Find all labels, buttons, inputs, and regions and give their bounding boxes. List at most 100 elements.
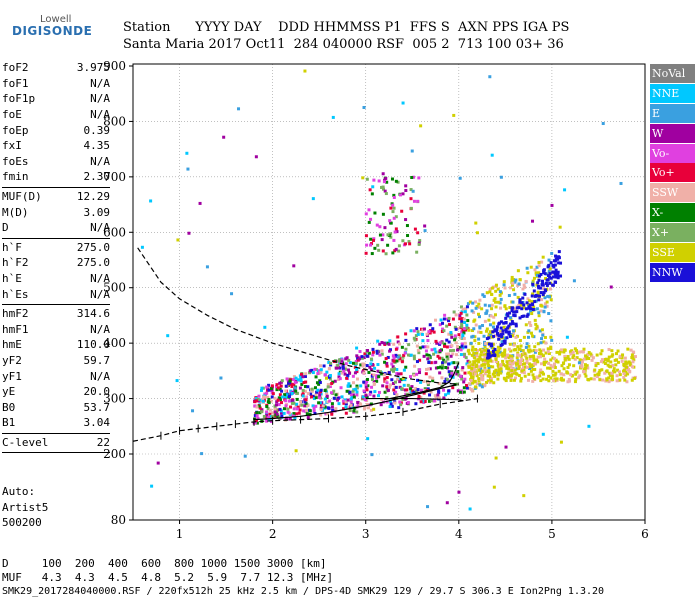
echo-point bbox=[363, 398, 367, 402]
legend-item: E bbox=[650, 103, 695, 123]
echo-point bbox=[527, 344, 531, 348]
echo-point bbox=[450, 371, 454, 375]
echo-point bbox=[445, 338, 449, 342]
echo-point bbox=[327, 360, 331, 364]
echo-point bbox=[432, 330, 436, 334]
echo-point bbox=[543, 335, 547, 339]
echo-point bbox=[440, 330, 444, 334]
echo-point bbox=[267, 398, 271, 402]
echo-point bbox=[541, 377, 545, 381]
echo-point bbox=[344, 400, 348, 404]
echo-point bbox=[319, 371, 323, 375]
echo-point bbox=[520, 349, 524, 353]
echo-point bbox=[408, 385, 412, 389]
echo-point bbox=[625, 380, 629, 384]
echo-point bbox=[505, 364, 509, 368]
echo-point bbox=[574, 372, 578, 376]
param-value: N/A bbox=[90, 108, 110, 122]
echo-point bbox=[531, 300, 535, 304]
echo-point bbox=[493, 347, 497, 351]
echo-point bbox=[417, 351, 421, 355]
param-name: yF1 bbox=[2, 369, 22, 383]
echo-point bbox=[253, 414, 257, 418]
echo-point bbox=[554, 254, 558, 258]
echo-point bbox=[528, 299, 532, 303]
echo-point bbox=[538, 274, 542, 278]
echo-point bbox=[577, 376, 581, 380]
echo-point bbox=[332, 396, 336, 400]
echo-point bbox=[412, 374, 416, 378]
echo-point bbox=[542, 271, 546, 275]
echo-point bbox=[507, 354, 511, 358]
echo-point bbox=[554, 358, 558, 362]
echo-point bbox=[547, 258, 551, 262]
echo-point bbox=[271, 392, 275, 396]
echo-point bbox=[533, 268, 537, 272]
echo-point bbox=[271, 415, 275, 418]
param-name: yE bbox=[2, 385, 16, 399]
echo-point bbox=[326, 412, 330, 416]
echo-point bbox=[394, 179, 398, 183]
echo-point bbox=[513, 368, 517, 372]
echo-point bbox=[392, 195, 396, 199]
echo-point bbox=[390, 404, 394, 408]
echo-point bbox=[408, 375, 412, 379]
echo-point bbox=[356, 400, 360, 404]
param-name: hmE bbox=[2, 338, 22, 352]
echo-point bbox=[496, 377, 500, 381]
echo-point bbox=[423, 400, 427, 404]
echo-point bbox=[624, 373, 628, 377]
echo-point bbox=[518, 339, 522, 343]
param-row: foF2 3.975 bbox=[2, 60, 110, 76]
echo-point bbox=[520, 357, 524, 361]
echo-point bbox=[537, 271, 541, 275]
echo-point bbox=[351, 361, 355, 365]
echo-point bbox=[371, 185, 375, 189]
echo-point bbox=[551, 275, 555, 279]
echo-point bbox=[503, 348, 507, 352]
echo-point bbox=[461, 307, 465, 311]
echo-point bbox=[553, 366, 557, 370]
echo-point bbox=[539, 368, 543, 372]
echo-point bbox=[313, 412, 317, 416]
echo-point bbox=[362, 380, 366, 384]
echo-point bbox=[470, 389, 474, 393]
echo-point bbox=[609, 360, 613, 364]
echo-point bbox=[528, 321, 532, 325]
echo-point bbox=[360, 355, 364, 359]
y-tick-label: 800 bbox=[103, 114, 126, 128]
echo-point bbox=[486, 359, 490, 363]
echo-point bbox=[298, 408, 302, 412]
echo-point bbox=[265, 413, 269, 417]
echo-point bbox=[337, 372, 341, 376]
echo-point bbox=[520, 367, 524, 371]
echo-point bbox=[529, 369, 533, 373]
echo-point bbox=[544, 281, 548, 285]
echo-point bbox=[166, 334, 170, 338]
echo-point bbox=[522, 494, 526, 498]
echo-point bbox=[491, 330, 495, 334]
x-tick-label: 5 bbox=[548, 527, 556, 541]
echo-point bbox=[362, 368, 366, 372]
echo-point bbox=[470, 353, 474, 357]
echo-point bbox=[426, 339, 430, 343]
echo-point bbox=[370, 252, 374, 256]
echo-point bbox=[373, 366, 377, 370]
echo-point bbox=[445, 324, 449, 328]
echo-point bbox=[471, 375, 475, 379]
echo-point bbox=[507, 324, 511, 328]
echo-point bbox=[568, 379, 572, 383]
echo-point bbox=[365, 243, 369, 247]
echo-point bbox=[551, 264, 555, 268]
echo-point bbox=[535, 265, 539, 269]
echo-point bbox=[328, 373, 332, 377]
echo-point bbox=[310, 387, 314, 391]
echo-point bbox=[444, 393, 448, 397]
echo-point bbox=[392, 206, 396, 210]
echo-point bbox=[538, 286, 542, 290]
echo-point bbox=[620, 359, 624, 363]
echo-point bbox=[511, 329, 515, 333]
echo-point bbox=[376, 243, 380, 247]
echo-point bbox=[536, 326, 540, 330]
echo-point bbox=[501, 359, 505, 363]
